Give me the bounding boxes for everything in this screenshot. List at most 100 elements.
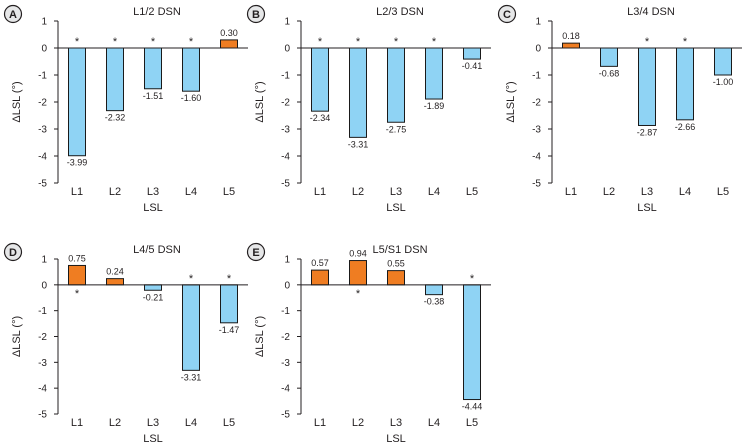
bar-l4 (182, 47, 200, 92)
x-tick-label: L4 (428, 186, 440, 198)
value-label: -2.75 (386, 124, 407, 134)
value-label: -1.51 (143, 91, 164, 101)
panel-letter: E (252, 247, 259, 259)
bar-l2 (349, 47, 367, 138)
x-tick-label: L1 (71, 417, 83, 429)
y-axis-label: ΔLSL (°) (11, 316, 23, 357)
significance-star: * (394, 36, 399, 48)
x-tick-label: L5 (717, 186, 729, 198)
y-tick-label: -4 (38, 152, 47, 163)
value-label: 0.94 (349, 249, 367, 259)
bar-l4 (425, 284, 443, 296)
value-label: 0.75 (68, 253, 86, 263)
x-axis-label: LSL (386, 202, 406, 214)
x-tick-label: L5 (223, 186, 235, 198)
value-label: -3.31 (181, 372, 202, 382)
panel-letter-badge (497, 4, 517, 24)
x-axis-label: LSL (143, 202, 163, 214)
x-tick-label: L4 (185, 417, 197, 429)
value-label: 0.55 (387, 259, 405, 269)
y-tick-label: -2 (532, 98, 541, 109)
bar-l2 (106, 278, 124, 286)
chart-panel-e: E L5/S1 DSN 1 0 -1 -2 -3 -4 -5 ΔLSL (°) 0.57 0.94 * 0… (246, 242, 491, 445)
panel-letter-badge (246, 242, 266, 262)
bar-l4 (676, 47, 694, 121)
value-label: -1.60 (181, 93, 202, 103)
x-axis-label: LSL (637, 202, 657, 214)
y-tick-label: -3 (281, 125, 290, 136)
value-label: -1.00 (713, 77, 734, 87)
significance-star: * (113, 36, 118, 48)
chart-title: L4/5 DSN (133, 244, 181, 256)
value-label: -2.32 (105, 113, 126, 123)
x-tick-label: L1 (71, 186, 83, 198)
value-label: -1.47 (219, 325, 240, 335)
value-label: 0.18 (562, 31, 580, 41)
y-tick-label: -1 (281, 306, 290, 317)
y-tick-label: 0 (41, 280, 47, 291)
bar-l3 (387, 270, 405, 286)
significance-star: * (432, 36, 437, 48)
y-tick-label: -4 (38, 384, 47, 395)
y-tick-label: -3 (532, 125, 541, 136)
y-tick-label: 1 (41, 17, 47, 28)
y-tick-label: 0 (284, 280, 290, 291)
y-tick-label: -2 (38, 98, 47, 109)
value-label: 0.30 (220, 28, 238, 38)
y-axis-label: ΔLSL (°) (254, 316, 266, 357)
bar-l5 (714, 47, 732, 76)
panel-letter-badge (246, 4, 266, 24)
bar-l3 (144, 47, 162, 90)
value-label: -2.66 (675, 122, 696, 132)
significance-star: * (683, 36, 688, 48)
panel-letter-badge (3, 242, 23, 262)
bar-l2 (106, 47, 124, 112)
significance-star: * (356, 288, 361, 300)
significance-star: * (75, 288, 80, 300)
chart-panel-b: B L2/3 DSN 1 0 -1 -2 -3 -4 -5 ΔLSL (°) -2.34 * -3.31… (246, 4, 491, 214)
panel-letter-badge (3, 4, 23, 24)
significance-star: * (151, 36, 156, 48)
value-label: -2.34 (310, 113, 331, 123)
y-tick-label: -1 (38, 306, 47, 317)
bar-l2 (600, 47, 618, 67)
y-tick-label: -5 (38, 179, 47, 190)
value-label: -2.87 (637, 127, 658, 137)
bar-l1 (562, 42, 580, 49)
panel-letter: B (252, 9, 260, 21)
x-tick-label: L5 (466, 186, 478, 198)
x-tick-label: L5 (466, 417, 478, 429)
value-label: -0.21 (143, 292, 164, 302)
y-tick-label: -4 (532, 152, 541, 163)
value-label: -0.41 (462, 61, 483, 71)
y-tick-label: -4 (281, 152, 290, 163)
y-tick-label: -5 (532, 179, 541, 190)
y-axis-label: ΔLSL (°) (505, 81, 517, 122)
significance-star: * (318, 36, 323, 48)
chart-title: L3/4 DSN (627, 6, 675, 18)
y-tick-label: 1 (41, 255, 47, 266)
x-tick-label: L2 (109, 186, 121, 198)
bar-l4 (425, 47, 443, 100)
y-tick-label: -4 (281, 384, 290, 395)
y-tick-label: -2 (281, 332, 290, 343)
x-tick-label: L5 (223, 417, 235, 429)
y-tick-label: -5 (281, 179, 290, 190)
bar-l4 (182, 284, 200, 371)
panel-letter: D (9, 247, 17, 259)
significance-star: * (356, 36, 361, 48)
x-tick-label: L3 (390, 186, 402, 198)
bar-l3 (638, 47, 656, 126)
bar-l1 (311, 47, 329, 112)
y-tick-label: -1 (281, 71, 290, 82)
y-tick-label: 0 (284, 44, 290, 55)
panel-letter: A (9, 9, 17, 21)
x-tick-label: L2 (352, 417, 364, 429)
x-tick-label: L3 (641, 186, 653, 198)
y-tick-label: -1 (38, 71, 47, 82)
significance-star: * (645, 36, 650, 48)
significance-star: * (189, 36, 194, 48)
y-axis-label: ΔLSL (°) (11, 81, 23, 122)
y-tick-label: 1 (535, 17, 541, 28)
